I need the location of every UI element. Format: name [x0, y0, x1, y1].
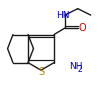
Text: 2: 2 — [77, 65, 82, 74]
Text: NH: NH — [69, 62, 83, 71]
Text: HN: HN — [56, 11, 69, 20]
Text: O: O — [78, 23, 86, 33]
Text: S: S — [38, 67, 44, 77]
